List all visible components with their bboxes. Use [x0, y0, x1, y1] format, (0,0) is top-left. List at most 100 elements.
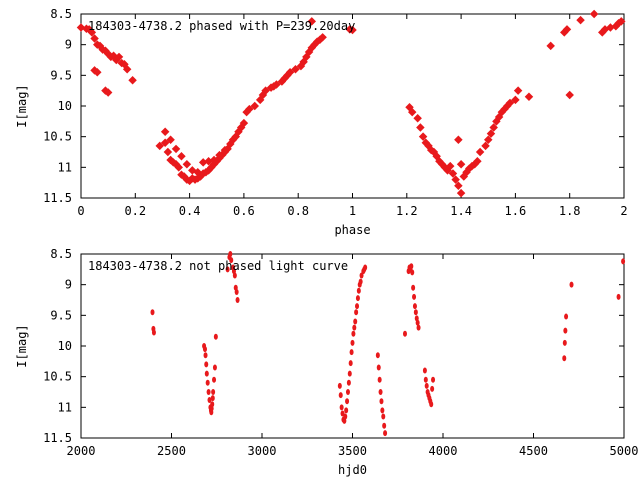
x-tick-label: 1.2 [396, 204, 418, 218]
data-point [475, 147, 485, 157]
data-point [423, 376, 428, 383]
data-point [229, 257, 234, 264]
data-point [473, 156, 482, 166]
data-point [410, 269, 415, 276]
data-point [411, 284, 416, 291]
y-axis-label: I[mag] [15, 324, 29, 367]
x-tick-label: 2 [620, 204, 627, 218]
data-point [413, 309, 418, 316]
data-point [346, 379, 351, 386]
plot-frame [80, 253, 625, 439]
data-point [171, 144, 181, 154]
data-point [291, 64, 300, 74]
data-point [415, 319, 420, 326]
data-point [261, 86, 270, 95]
data-point [90, 34, 99, 43]
data-point [205, 379, 210, 386]
y-tick-label: 10.5 [43, 130, 72, 144]
data-point [524, 92, 534, 102]
data-point [204, 361, 209, 368]
x-tick-label: 0.6 [233, 204, 255, 218]
data-point [445, 161, 455, 171]
data-point [569, 281, 574, 288]
plot-frame [80, 13, 625, 199]
x-tick-label: 3500 [338, 444, 367, 458]
data-point [211, 389, 216, 395]
y-tick-label: 9.5 [50, 308, 72, 322]
x-tick-label: 0 [77, 204, 84, 218]
data-point [210, 401, 215, 408]
data-point [340, 410, 345, 417]
data-point [448, 169, 458, 178]
data-point [412, 303, 417, 310]
data-point [565, 90, 574, 100]
data-point [564, 313, 569, 320]
data-point [454, 135, 463, 144]
data-point [351, 330, 356, 337]
data-point [376, 364, 381, 371]
data-point [416, 123, 425, 132]
x-tick-label: 0.2 [124, 204, 146, 218]
data-point [409, 263, 414, 270]
data-point [220, 145, 230, 155]
data-point [348, 25, 357, 35]
y-tick-label: 10.5 [43, 370, 72, 384]
y-tick-label: 9.5 [50, 68, 72, 82]
data-point [380, 407, 385, 414]
data-point [155, 141, 164, 151]
y-tick-label: 8.5 [50, 247, 72, 261]
data-point [202, 346, 207, 353]
data-point [349, 349, 354, 356]
data-point [193, 167, 202, 177]
data-point [212, 364, 217, 371]
data-point [589, 9, 599, 19]
data-point [486, 129, 496, 138]
data-point [160, 127, 170, 137]
data-point [235, 297, 240, 303]
data-point [546, 41, 555, 51]
data-point [358, 278, 363, 285]
y-tick-label: 10 [58, 339, 72, 353]
data-point [339, 404, 344, 411]
y-axis-label: I[mag] [15, 84, 29, 127]
data-point [122, 64, 132, 74]
data-point [378, 389, 383, 395]
data-point [352, 324, 357, 331]
data-point [456, 188, 466, 198]
data-point [212, 376, 217, 383]
data-point [128, 75, 137, 85]
data-point [451, 175, 460, 184]
x-axis-label: phase [334, 223, 370, 237]
data-point [355, 295, 360, 302]
data-point [412, 293, 417, 300]
data-point [621, 258, 626, 265]
data-point [375, 352, 380, 359]
x-tick-label: 1.4 [450, 204, 472, 218]
data-point [354, 309, 359, 316]
data-point [114, 52, 124, 62]
data-point [562, 339, 567, 346]
phased-light-curve-panel: 0 0.2 0.4 0.6 0.8 1 1.2 1.4 1.6 1.8 2 8.5 9 9.5 10 10.5… [15, 7, 628, 237]
x-axis-label: hjd0 [338, 463, 367, 477]
x-tick-label: 1 [349, 204, 356, 218]
data-point [377, 376, 382, 383]
data-point [239, 118, 249, 128]
x-tick-label: 0.8 [287, 204, 309, 218]
data-point [513, 86, 523, 95]
data-point [285, 68, 295, 77]
data-point [382, 422, 387, 429]
data-point [182, 160, 192, 169]
data-point [250, 101, 260, 111]
data-point [429, 401, 434, 408]
data-point [562, 355, 567, 362]
data-point [307, 17, 317, 26]
data-point [245, 104, 254, 114]
x-tick-label: 1.8 [559, 204, 581, 218]
data-point [379, 398, 384, 405]
x-tick-label: 4000 [429, 444, 458, 458]
chart-title: 184303-4738.2 not phased light curve [88, 259, 348, 273]
data-point [344, 407, 349, 414]
y-tick-label: 10 [58, 99, 72, 113]
data-point [228, 251, 233, 257]
data-point [345, 398, 350, 405]
